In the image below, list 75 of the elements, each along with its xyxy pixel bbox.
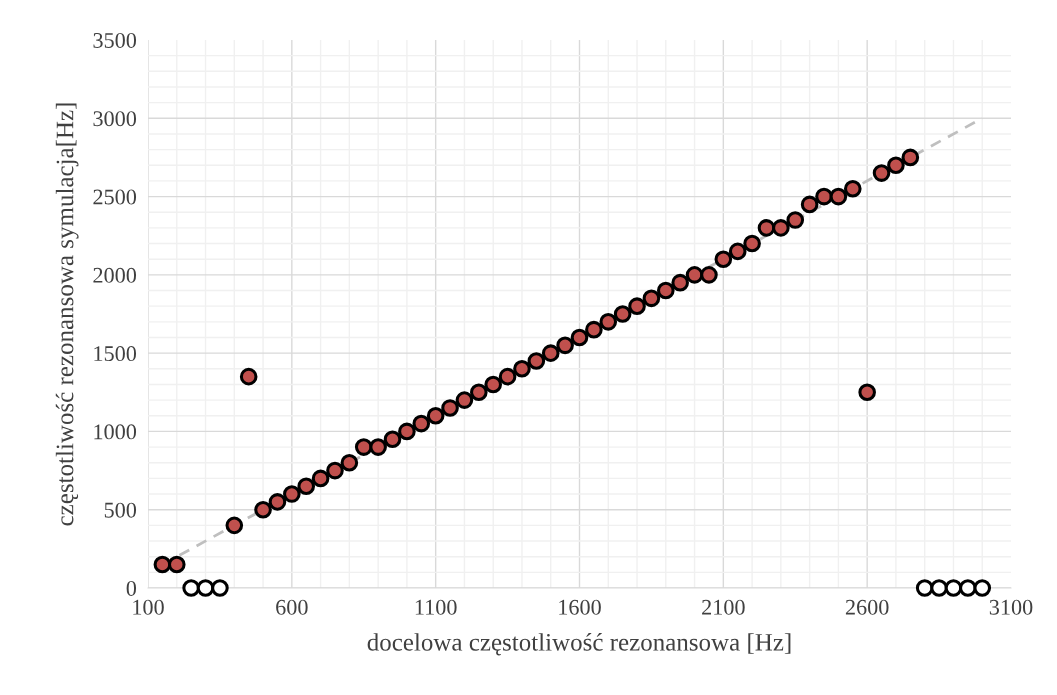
point xyxy=(757,219,776,237)
point xyxy=(268,493,287,511)
point xyxy=(973,579,992,597)
point xyxy=(815,187,833,206)
point xyxy=(283,485,301,503)
point xyxy=(153,555,172,574)
point xyxy=(743,234,761,253)
y-tick-label: 3500 xyxy=(93,32,137,48)
point xyxy=(167,555,186,574)
point xyxy=(211,579,229,597)
point xyxy=(901,148,920,167)
point xyxy=(585,320,603,339)
point xyxy=(700,266,718,284)
point xyxy=(498,367,517,386)
point xyxy=(570,328,589,347)
x-tick-label: 600 xyxy=(276,599,308,615)
point xyxy=(613,305,632,323)
y-tick-label: 500 xyxy=(104,502,137,518)
point xyxy=(254,500,272,519)
x-tick-label: 3100 xyxy=(989,599,1033,615)
x-axis-title: docelowa częstotliwość rezonansowa [Hz] xyxy=(367,633,791,656)
y-tick-label: 2500 xyxy=(93,189,137,205)
point xyxy=(728,242,747,261)
point xyxy=(671,273,689,292)
point xyxy=(685,266,704,284)
point xyxy=(225,516,244,535)
point xyxy=(441,399,459,417)
y-tick-label: 2000 xyxy=(93,267,137,283)
x-tick-label: 1600 xyxy=(559,599,601,615)
point xyxy=(556,336,574,355)
point xyxy=(599,313,618,331)
point xyxy=(369,438,387,456)
point xyxy=(340,453,359,472)
point xyxy=(239,367,258,386)
point xyxy=(944,579,963,597)
y-tick-label: 0 xyxy=(126,580,137,596)
point xyxy=(843,179,862,198)
point xyxy=(887,156,905,175)
point xyxy=(527,352,546,370)
x-tick-label: 100 xyxy=(133,599,164,615)
point xyxy=(311,469,330,488)
point xyxy=(786,211,805,229)
point xyxy=(513,359,531,378)
point xyxy=(455,391,474,409)
point xyxy=(872,164,891,182)
point xyxy=(196,579,215,597)
x-tick-label: 2600 xyxy=(845,599,889,615)
point xyxy=(915,579,934,597)
x-tick-label: 1100 xyxy=(415,599,457,615)
point xyxy=(642,289,661,308)
y-tick-label: 3000 xyxy=(93,111,137,127)
point xyxy=(772,219,790,237)
point xyxy=(858,383,876,402)
point xyxy=(297,477,316,496)
point xyxy=(426,406,445,425)
point xyxy=(326,461,344,480)
y-tick-label: 1500 xyxy=(94,346,137,362)
point xyxy=(541,344,560,362)
point xyxy=(412,414,431,433)
point xyxy=(829,187,848,206)
point xyxy=(959,579,977,597)
point xyxy=(354,438,373,456)
point xyxy=(656,281,675,300)
point xyxy=(930,579,948,597)
point xyxy=(398,422,416,441)
point xyxy=(383,430,402,449)
x-tick-label: 2100 xyxy=(702,599,745,615)
point xyxy=(484,375,503,394)
point xyxy=(714,250,733,269)
point xyxy=(182,579,200,597)
y-tick-label: 1000 xyxy=(94,424,137,440)
y-axis-title: częstotliwość rezonansowa symulacja[Hz] xyxy=(55,103,79,526)
point xyxy=(470,383,488,402)
point xyxy=(800,195,819,214)
point xyxy=(628,297,646,315)
